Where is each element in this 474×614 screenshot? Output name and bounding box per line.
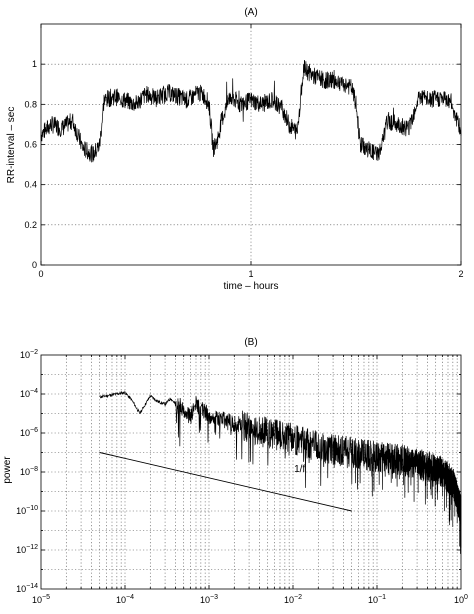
chart-a-y-tick-label: 1: [32, 59, 37, 69]
chart-a-ticks: [40, 24, 462, 266]
chart-a-title: (A): [244, 7, 257, 18]
chart-a-y-tick-label: 0.4: [24, 180, 37, 190]
chart-a-x-axis-label: time – hours: [223, 281, 278, 292]
chart-a-series: [40, 59, 462, 163]
chart-b-x-tick-label: 10−1: [368, 594, 386, 605]
chart-a-y-tick-label: 0.6: [24, 140, 37, 150]
chart-a-grid: [41, 24, 461, 265]
chart-b-x-tick-label: 10−2: [284, 594, 302, 605]
chart-b-y-tick-label: 10−2: [20, 349, 38, 360]
chart-b-x-tick-labels: 10−5 10−4 10−3 10−2 10−1 100: [32, 594, 468, 605]
chart-a-x-tick-label: 1: [248, 269, 253, 279]
chart-b-ticks: [41, 355, 461, 589]
chart-b-series: [99, 390, 462, 554]
chart-b-x-tick-label: 100: [454, 594, 468, 605]
chart-b-power-spectrum-line: [99, 390, 462, 554]
chart-b: (B) 10−5 10−4 10−3 10−2 10−1 100 10−1410−1210…: [2, 337, 468, 605]
chart-b-x-tick-label: 10−5: [32, 594, 50, 605]
chart-a-y-axis-label: RR-interval – sec: [6, 107, 17, 184]
chart-a-y-tick-label: 0.2: [24, 220, 37, 230]
chart-b-y-tick-label: 10−8: [20, 466, 38, 477]
chart-a-x-tick-label: 2: [458, 269, 463, 279]
chart-b-grid: [41, 355, 461, 589]
chart-b-annotation-1-over-f: 1/f: [294, 464, 305, 475]
chart-b-y-tick-labels: 10−14 10−12 10−10 10−8 10−6 10−4 10−2: [16, 349, 38, 594]
chart-a: (A) 0 1 2 0 0.2 0.4 0.6 0.8 1 time – hours RR-i…: [6, 7, 464, 292]
chart-a-y-tick-label: 0.8: [24, 99, 37, 109]
chart-b-y-tick-label: 10−14: [16, 583, 38, 594]
chart-a-series-line: [40, 59, 462, 163]
chart-b-x-tick-label: 10−3: [200, 594, 218, 605]
chart-b-y-tick-label: 10−6: [20, 427, 38, 438]
chart-a-y-tick-labels: 0 0.2 0.4 0.6 0.8 1: [24, 59, 37, 270]
chart-a-x-tick-label: 0: [38, 269, 43, 279]
chart-b-y-tick-label: 10−4: [20, 388, 38, 399]
chart-b-y-tick-label: 10−12: [16, 544, 38, 555]
chart-b-reference-line: [99, 452, 352, 512]
chart-b-title: (B): [244, 337, 257, 348]
chart-a-x-tick-labels: 0 1 2: [38, 269, 463, 279]
chart-a-y-tick-label: 0: [32, 260, 37, 270]
chart-b-y-axis-label: power: [2, 456, 13, 484]
chart-b-x-tick-label: 10−4: [116, 594, 134, 605]
chart-b-y-tick-label: 10−10: [16, 505, 38, 516]
